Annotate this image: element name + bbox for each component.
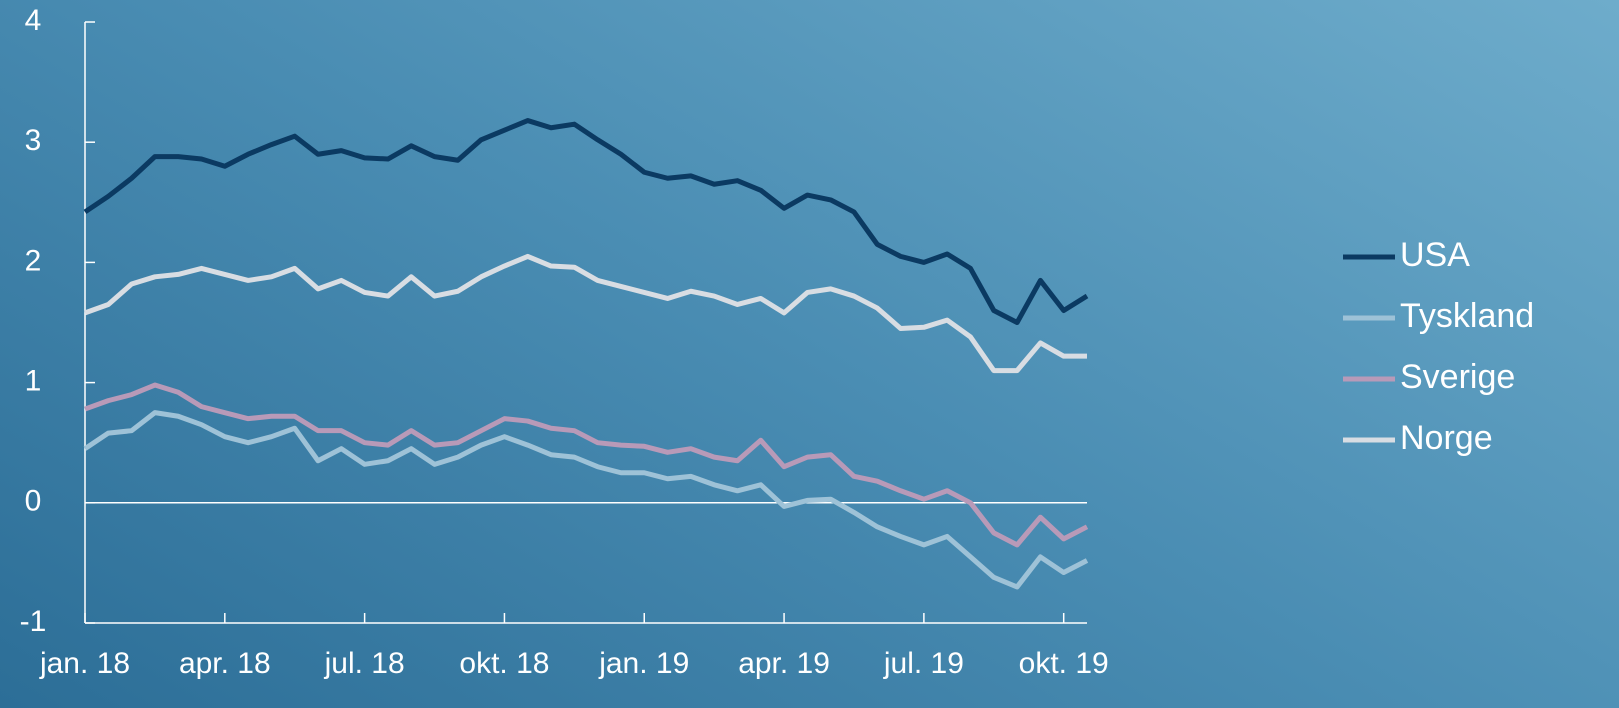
legend-label: Sverige bbox=[1400, 358, 1515, 396]
y-tick-label: 0 bbox=[25, 485, 42, 518]
x-tick-label: jan. 19 bbox=[598, 647, 689, 680]
line-series bbox=[84, 382, 1089, 548]
legend-label: Tyskland bbox=[1400, 297, 1534, 335]
y-tick-label: -1 bbox=[20, 605, 47, 638]
y-tick-label: 3 bbox=[25, 124, 42, 157]
legend-label: USA bbox=[1400, 236, 1470, 274]
y-tick-label: 2 bbox=[25, 244, 42, 277]
x-tick-label: jul. 18 bbox=[324, 647, 405, 680]
line-series bbox=[83, 410, 1089, 590]
line-series bbox=[84, 253, 1087, 374]
y-tick-label: 1 bbox=[25, 365, 42, 398]
y-tick-label: 4 bbox=[25, 4, 42, 37]
x-tick-label: apr. 19 bbox=[738, 647, 830, 680]
x-tick-label: okt. 18 bbox=[459, 647, 549, 680]
x-tick-label: jan. 18 bbox=[39, 647, 130, 680]
x-tick-label: jul. 19 bbox=[883, 647, 964, 680]
line-series bbox=[83, 118, 1089, 325]
x-tick-label: apr. 18 bbox=[179, 647, 271, 680]
legend-label: Norge bbox=[1400, 419, 1493, 457]
x-tick-label: okt. 19 bbox=[1019, 647, 1109, 680]
